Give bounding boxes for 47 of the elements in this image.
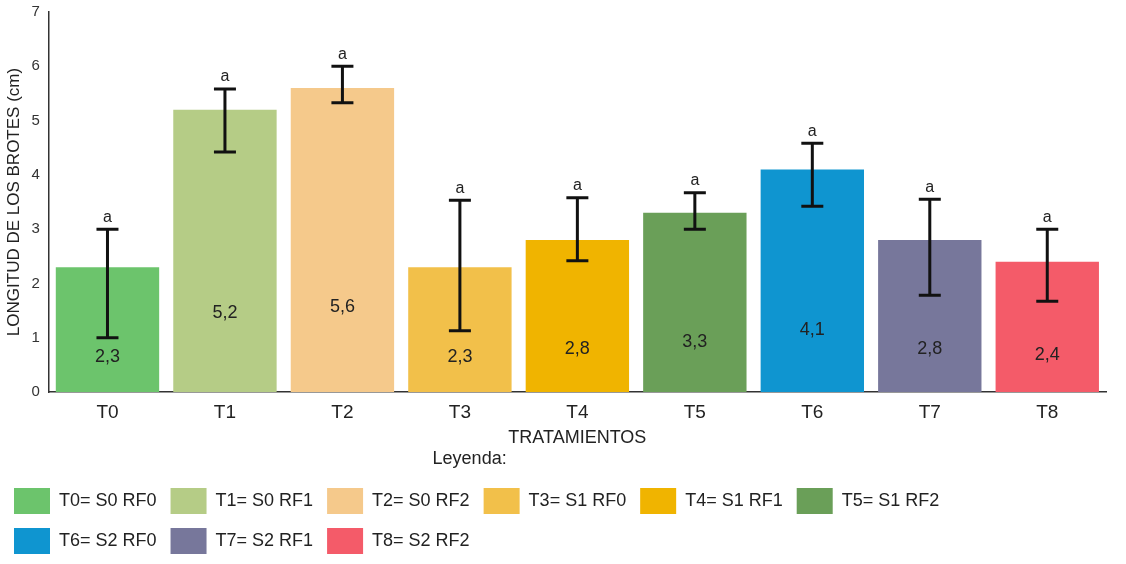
legend-label: T1= S0 RF1 [215, 489, 314, 510]
annotation: a [220, 67, 230, 85]
x-tick-label: T2 [331, 400, 354, 422]
y-tick-label: 5 [31, 110, 40, 128]
data-label: 2,4 [1034, 344, 1060, 365]
data-label: 5,2 [212, 301, 238, 322]
annotation: a [1042, 207, 1052, 225]
x-tick-label: T8 [1036, 400, 1059, 422]
legend-label: T7= S2 RF1 [215, 529, 314, 550]
y-tick-label: 6 [31, 56, 40, 74]
x-tick-label: T7 [918, 400, 941, 422]
legend-title: Leyenda: [432, 448, 507, 469]
data-label: 4,1 [799, 318, 825, 339]
x-axis-title: TRATAMIENTOS [508, 426, 647, 447]
legend-label: T4= S1 RF1 [685, 489, 783, 510]
annotation: a [807, 121, 817, 139]
annotation: a [572, 176, 582, 194]
y-tick-label: 2 [31, 273, 40, 291]
x-tick-label: T5 [683, 400, 706, 422]
y-tick-label: 7 [31, 2, 40, 20]
y-tick-label: 1 [31, 327, 40, 345]
legend-label: T0= S0 RF0 [59, 489, 157, 510]
data-label: 2,8 [917, 338, 943, 359]
annotation: a [103, 207, 113, 225]
annotation: a [690, 171, 700, 189]
annotation: a [455, 178, 465, 196]
data-label: 2,3 [447, 346, 473, 367]
y-tick-label: 3 [31, 219, 40, 237]
legend-label: T3= S1 RF0 [528, 489, 627, 510]
legend-label: T2= S0 RF2 [372, 489, 470, 510]
x-tick-label: T0 [96, 400, 119, 422]
legend-label: T6= S2 RF0 [59, 529, 157, 550]
legend-label: T5= S1 RF2 [841, 489, 940, 510]
annotation: a [925, 177, 935, 195]
data-label: 2,8 [564, 338, 590, 359]
annotation: a [337, 44, 347, 62]
x-tick-label: T6 [801, 400, 824, 422]
x-tick-label: T1 [213, 400, 237, 422]
y-axis-title: LONGITUD DE LOS BROTES (cm) [3, 67, 23, 337]
data-label: 2,3 [94, 346, 120, 367]
y-tick-label: 0 [31, 382, 40, 400]
data-label: 3,3 [682, 330, 708, 351]
y-tick-label: 4 [31, 165, 40, 182]
legend-label: T8= S2 RF2 [372, 529, 470, 550]
x-tick-label: T4 [566, 400, 589, 422]
x-tick-label: T3 [448, 400, 471, 422]
data-label: 5,6 [329, 295, 355, 316]
